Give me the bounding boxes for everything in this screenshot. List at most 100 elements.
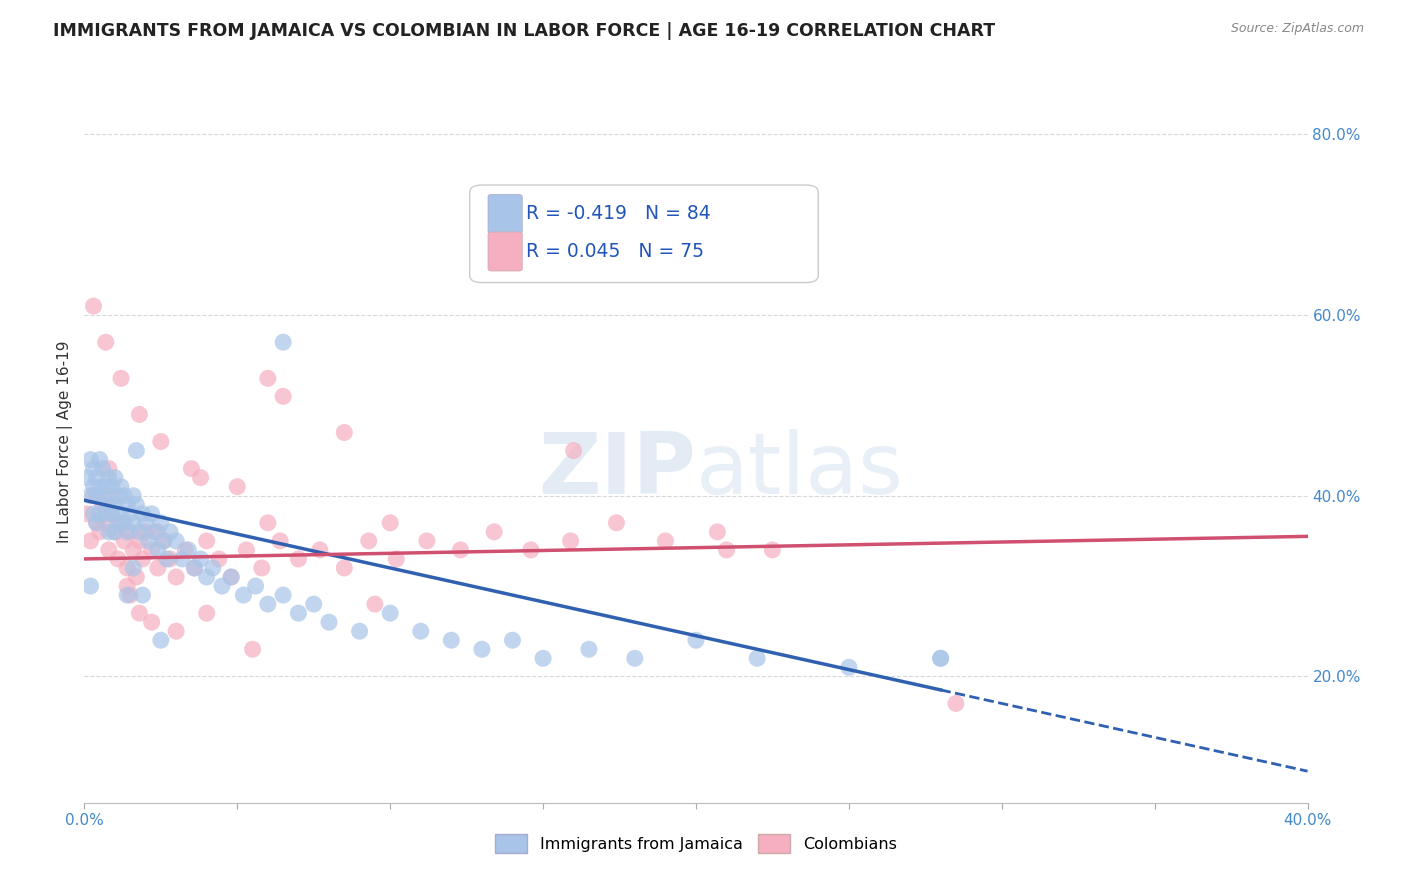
Point: [89, 480, 111, 494]
Point: [86, 516, 108, 530]
Point: [83, 489, 105, 503]
Point: [624, 651, 647, 665]
Point: [141, 507, 163, 521]
Point: [83, 507, 105, 521]
Point: [143, 524, 166, 539]
Point: [97, 542, 120, 557]
Point: [159, 552, 181, 566]
Point: [153, 533, 176, 548]
Point: [287, 552, 309, 566]
Point: [364, 597, 387, 611]
Y-axis label: In Labor Force | Age 16-19: In Labor Force | Age 16-19: [58, 340, 73, 543]
Point: [245, 579, 267, 593]
Point: [226, 480, 249, 494]
Point: [201, 561, 224, 575]
Point: [94, 516, 117, 530]
Point: [135, 516, 157, 530]
Point: [195, 570, 218, 584]
Point: [79, 579, 101, 593]
Text: R = 0.045   N = 75: R = 0.045 N = 75: [526, 242, 704, 261]
Point: [242, 642, 264, 657]
Point: [97, 498, 120, 512]
Point: [94, 507, 117, 521]
Point: [211, 579, 233, 593]
Point: [235, 542, 257, 557]
Point: [174, 542, 197, 557]
Point: [271, 588, 294, 602]
Point: [91, 498, 114, 512]
Point: [86, 516, 108, 530]
Point: [91, 461, 114, 475]
Point: [578, 642, 600, 657]
Point: [76, 471, 98, 485]
Point: [257, 516, 280, 530]
Point: [838, 660, 860, 674]
Point: [177, 542, 200, 557]
Point: [107, 489, 129, 503]
Point: [110, 507, 132, 521]
Point: [183, 561, 205, 575]
Point: [112, 533, 135, 548]
Point: [94, 335, 117, 350]
Point: [385, 552, 408, 566]
Point: [101, 480, 124, 494]
Point: [257, 371, 280, 385]
Point: [180, 461, 202, 475]
Point: [146, 524, 169, 539]
Point: [141, 542, 163, 557]
Point: [115, 588, 138, 602]
Point: [101, 507, 124, 521]
Point: [128, 408, 150, 422]
Point: [120, 507, 142, 521]
Point: [97, 471, 120, 485]
Point: [153, 533, 176, 548]
Point: [104, 471, 127, 485]
Point: [110, 480, 132, 494]
Point: [945, 697, 967, 711]
Point: [409, 624, 432, 639]
Point: [333, 425, 356, 440]
Point: [482, 524, 505, 539]
Point: [125, 570, 148, 584]
Point: [190, 471, 212, 485]
Point: [115, 498, 138, 512]
Point: [104, 524, 127, 539]
Point: [560, 533, 582, 548]
Point: [929, 651, 952, 665]
Legend: Immigrants from Jamaica, Colombians: Immigrants from Jamaica, Colombians: [488, 828, 904, 860]
Point: [112, 489, 135, 503]
Point: [131, 507, 153, 521]
Point: [450, 542, 472, 557]
Point: [502, 633, 524, 648]
Point: [122, 561, 145, 575]
Point: [83, 299, 105, 313]
Point: [104, 498, 127, 512]
Point: [380, 606, 402, 620]
Point: [89, 507, 111, 521]
Point: [357, 533, 380, 548]
Point: [115, 524, 138, 539]
Point: [605, 516, 627, 530]
Point: [101, 507, 124, 521]
Point: [97, 461, 120, 475]
Point: [120, 524, 142, 539]
Point: [83, 480, 105, 494]
Point: [156, 552, 179, 566]
Point: [122, 516, 145, 530]
Point: [149, 434, 172, 449]
Point: [146, 542, 169, 557]
Text: IMMIGRANTS FROM JAMAICA VS COLOMBIAN IN LABOR FORCE | AGE 16-19 CORRELATION CHAR: IMMIGRANTS FROM JAMAICA VS COLOMBIAN IN …: [53, 22, 995, 40]
Point: [308, 542, 330, 557]
Point: [440, 633, 463, 648]
Point: [128, 524, 150, 539]
Point: [183, 561, 205, 575]
Point: [115, 579, 138, 593]
Point: [107, 552, 129, 566]
Point: [112, 516, 135, 530]
Point: [86, 489, 108, 503]
Point: [91, 489, 114, 503]
Point: [219, 570, 242, 584]
Point: [232, 588, 254, 602]
Point: [520, 542, 543, 557]
Point: [380, 516, 402, 530]
